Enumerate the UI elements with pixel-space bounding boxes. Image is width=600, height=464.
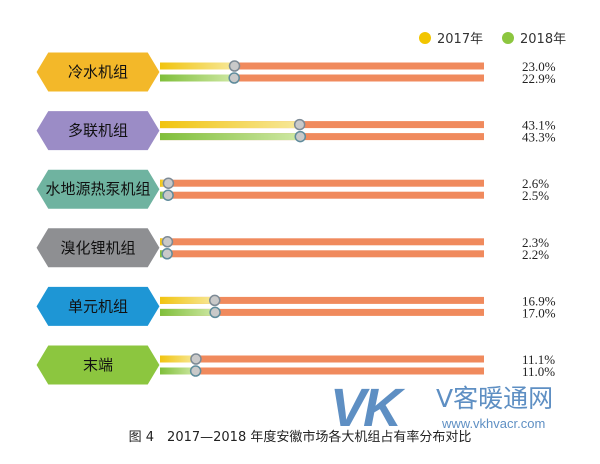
value-label: 43.1%	[522, 118, 556, 133]
bar-end-marker	[209, 294, 221, 307]
bar-track	[160, 179, 484, 187]
legend-marker-2018	[502, 32, 514, 44]
bar-end-marker	[161, 236, 174, 248]
watermark-name: V客暖通网	[436, 384, 554, 413]
chart-row-2: 水地源热泵机组 2.6%2.5%	[35, 168, 549, 210]
bar-track	[160, 367, 484, 375]
category-label: 水地源热泵机组	[45, 180, 150, 198]
bar-2018年	[160, 133, 301, 141]
bar-end-marker	[209, 306, 221, 319]
value-label: 43.3%	[522, 130, 556, 145]
watermark-mark: VK	[330, 378, 402, 438]
value-label: 23.0%	[522, 59, 556, 74]
category-label: 冷水机组	[68, 63, 128, 81]
value-label: 11.1%	[522, 352, 555, 367]
bar-2018年	[160, 74, 235, 82]
chart-row-1: 多联机组 43.1%43.3%	[35, 110, 556, 152]
bar-track	[160, 308, 484, 316]
chart-row-5: 末端 11.1%11.0%	[35, 344, 555, 386]
bar-track	[160, 296, 484, 304]
value-label: 11.0%	[522, 364, 555, 379]
category-label: 末端	[83, 356, 113, 374]
category-label-shape	[35, 344, 161, 386]
chart-rows: 冷水机组 23.0%22.9%多联机组 43.1%43.3%水地源热泵机组 2.6%2…	[35, 51, 556, 386]
bar-track	[160, 62, 484, 70]
value-label: 2.2%	[522, 247, 549, 262]
bar-end-marker	[294, 130, 307, 143]
bar-end-marker	[293, 118, 306, 131]
value-label: 2.5%	[522, 188, 549, 203]
bar-end-marker	[228, 60, 241, 72]
legend: 2017年 2018年	[419, 32, 566, 47]
legend-label-2018: 2018年	[520, 32, 566, 47]
bar-track	[160, 74, 484, 82]
category-label: 多联机组	[68, 122, 128, 140]
category-label-shape	[35, 227, 161, 269]
bar-track	[160, 191, 484, 199]
category-label-shape	[35, 51, 161, 93]
bar-end-marker	[162, 177, 175, 189]
value-label: 16.9%	[522, 293, 556, 308]
bar-2017年	[160, 355, 196, 363]
watermark-logo: VK V客暖通网 www.vkhvacr.com	[330, 380, 592, 436]
watermark-url: www.vkhvacr.com	[442, 416, 546, 431]
chart-row-3: 溴化锂机组 2.3%2.2%	[35, 227, 549, 269]
bar-2017年	[160, 296, 215, 304]
bar-track	[160, 121, 484, 129]
figure-caption: 图 4 2017—2018 年度安徽市场各大机组占有率分布对比	[128, 430, 472, 445]
bar-2018年	[160, 308, 216, 316]
category-label-shape	[35, 168, 161, 210]
bar-2017年	[160, 62, 235, 70]
value-label: 17.0%	[522, 305, 556, 320]
bar-track	[160, 133, 484, 141]
bar-end-marker	[190, 353, 202, 365]
bar-end-marker	[189, 365, 202, 377]
category-label: 溴化锂机组	[60, 239, 135, 257]
bar-2018年	[160, 367, 196, 375]
value-label: 22.9%	[522, 71, 556, 86]
bar-track	[160, 238, 484, 246]
category-label: 单元机组	[68, 297, 128, 315]
value-label: 2.6%	[522, 176, 549, 191]
chart-row-0: 冷水机组 23.0%22.9%	[35, 51, 556, 93]
value-label: 2.3%	[522, 235, 549, 250]
category-label-shape	[35, 285, 161, 327]
bar-end-marker	[228, 72, 240, 84]
bar-end-marker	[161, 248, 173, 260]
bar-end-marker	[162, 189, 174, 201]
legend-label-2017: 2017年	[437, 32, 483, 47]
bar-2017年	[160, 121, 300, 129]
legend-marker-2017	[419, 32, 431, 44]
category-label-shape	[35, 110, 161, 152]
bar-track	[160, 355, 484, 363]
bar-track	[160, 250, 484, 258]
chart-row-4: 单元机组 16.9%17.0%	[35, 285, 556, 327]
